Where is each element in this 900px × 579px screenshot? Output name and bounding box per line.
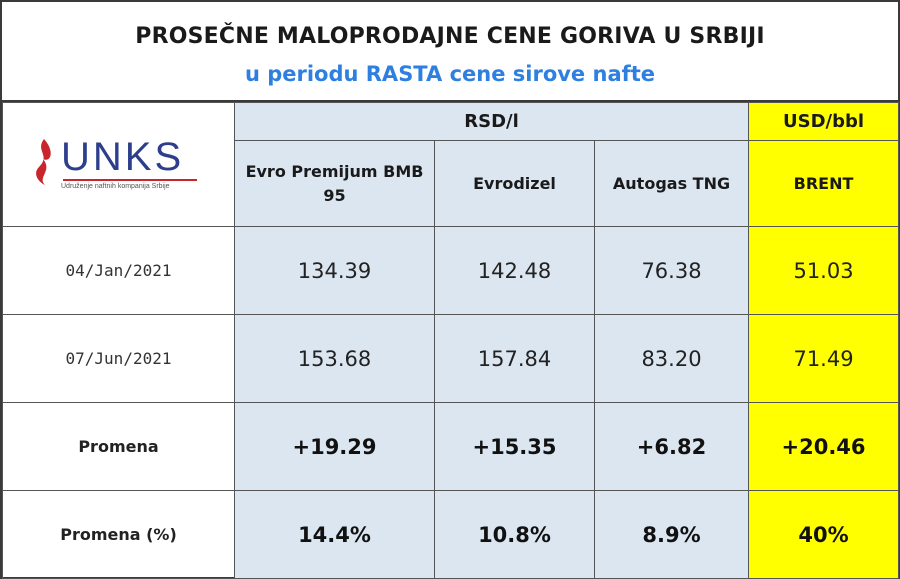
table-row: Promena +19.29 +15.35 +6.82 +20.46 bbox=[2, 402, 900, 491]
usd-unit-header: USD/bbl bbox=[748, 102, 900, 141]
table-cell: 153.68 bbox=[234, 314, 435, 403]
row-label: 04/Jan/2021 bbox=[2, 226, 235, 315]
page-title: PROSEČNE MALOPRODAJNE CENE GORIVA U SRBI… bbox=[135, 24, 765, 49]
table-cell: 134.39 bbox=[234, 226, 435, 315]
table-cell: 10.8% bbox=[434, 490, 595, 579]
logo-wordmark: UNKS bbox=[61, 135, 185, 179]
col-header-bmb95: Evro Premijum BMB 95 bbox=[234, 140, 435, 227]
table-cell: 14.4% bbox=[234, 490, 435, 579]
row-label: 07/Jun/2021 bbox=[2, 314, 235, 403]
table-cell: 142.48 bbox=[434, 226, 595, 315]
col-header-evrodizel: Evrodizel bbox=[434, 140, 595, 227]
flame-icon bbox=[36, 139, 51, 185]
row-label: Promena (%) bbox=[2, 490, 235, 579]
logo-cell: UNKS Udruženje naftnih kompanija Srbije bbox=[2, 102, 235, 227]
table-cell: +19.29 bbox=[234, 402, 435, 491]
unit-header-row: UNKS Udruženje naftnih kompanija Srbije … bbox=[2, 102, 900, 227]
table-cell-brent: +20.46 bbox=[748, 402, 900, 491]
column-header-row: Evro Premijum BMB 95 Evrodizel Autogas T… bbox=[3, 140, 900, 227]
rsd-unit-header: RSD/l bbox=[233, 102, 750, 141]
logo-rule bbox=[63, 179, 197, 181]
title-block: PROSEČNE MALOPRODAJNE CENE GORIVA U SRBI… bbox=[2, 2, 898, 102]
col-header-brent: BRENT bbox=[748, 140, 900, 227]
row-label: Promena bbox=[2, 402, 235, 491]
logo-tagline: Udruženje naftnih kompanija Srbije bbox=[61, 183, 170, 190]
table-row: 07/Jun/2021 153.68 157.84 83.20 71.49 bbox=[2, 314, 900, 403]
table-cell: 8.9% bbox=[593, 490, 750, 579]
table-row: 04/Jan/2021 134.39 142.48 76.38 51.03 bbox=[2, 226, 900, 315]
unks-logo: UNKS Udruženje naftnih kompanija Srbije bbox=[31, 135, 211, 197]
page-subtitle: u periodu RASTA cene sirove nafte bbox=[244, 62, 656, 86]
table-cell: 157.84 bbox=[434, 314, 595, 403]
fuel-price-table: UNKS Udruženje naftnih kompanija Srbije … bbox=[2, 102, 900, 579]
table-cell: +6.82 bbox=[593, 402, 750, 491]
table-cell-brent: 51.03 bbox=[748, 226, 900, 315]
table-cell: 83.20 bbox=[593, 314, 750, 403]
table-cell: +15.35 bbox=[434, 402, 595, 491]
table-cell: 76.38 bbox=[593, 226, 750, 315]
col-header-autogas: Autogas TNG bbox=[593, 140, 750, 227]
table-cell-brent: 40% bbox=[748, 490, 900, 579]
table-cell-brent: 71.49 bbox=[748, 314, 900, 403]
table-row: Promena (%) 14.4% 10.8% 8.9% 40% bbox=[2, 490, 900, 579]
